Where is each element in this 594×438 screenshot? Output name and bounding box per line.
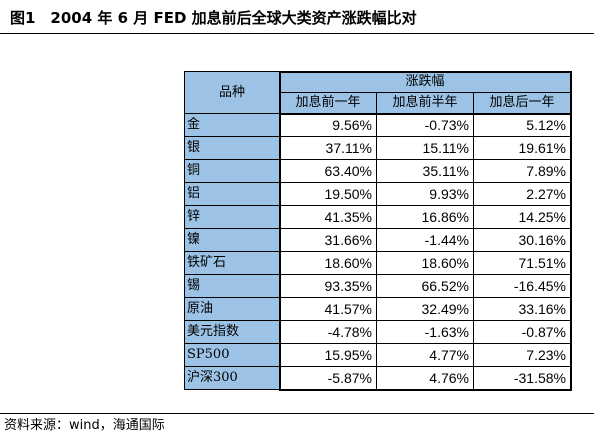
value-cell: 4.76%: [376, 366, 474, 390]
value-cell: 7.89%: [473, 159, 571, 183]
corner-header: 品种: [184, 71, 280, 114]
value-cell: 14.25%: [473, 205, 571, 229]
value-cell: 5.12%: [473, 113, 571, 137]
value-cell: 9.93%: [376, 182, 474, 206]
asset-name-cell: 沪深300: [184, 366, 280, 390]
value-cell: 71.51%: [473, 251, 571, 275]
value-cell: 32.49%: [376, 297, 474, 321]
col-header: 加息后一年: [473, 92, 571, 114]
value-cell: -31.58%: [473, 366, 571, 390]
table-row: 镍 31.66% -1.44% 30.16%: [184, 228, 571, 252]
table-row: 铁矿石 18.60% 18.60% 71.51%: [184, 251, 571, 275]
value-cell: 93.35%: [279, 274, 377, 298]
value-cell: 7.23%: [473, 343, 571, 367]
value-cell: 15.11%: [376, 136, 474, 160]
value-cell: 30.16%: [473, 228, 571, 252]
value-cell: 18.60%: [279, 251, 377, 275]
value-cell: -16.45%: [473, 274, 571, 298]
asset-name-cell: 铝: [184, 182, 280, 206]
value-cell: -1.44%: [376, 228, 474, 252]
value-cell: 19.50%: [279, 182, 377, 206]
table-row: 铝 19.50% 9.93% 2.27%: [184, 182, 571, 206]
col-header: 加息前半年: [376, 92, 474, 114]
table-row: 银 37.11% 15.11% 19.61%: [184, 136, 571, 160]
value-cell: 66.52%: [376, 274, 474, 298]
source-note: 资料来源：wind，海通国际: [4, 418, 165, 433]
header-row-2: 加息前一年 加息前半年 加息后一年: [185, 92, 571, 114]
value-cell: 4.77%: [376, 343, 474, 367]
figure-title: 图1 2004 年 6 月 FED 加息前后全球大类资产涨跌幅比对: [10, 9, 417, 27]
value-cell: 41.35%: [279, 205, 377, 229]
asset-name-cell: 锌: [184, 205, 280, 229]
table-row: 原油 41.57% 32.49% 33.16%: [184, 297, 571, 321]
value-cell: 41.57%: [279, 297, 377, 321]
value-cell: 35.11%: [376, 159, 474, 183]
asset-name-cell: 原油: [184, 297, 280, 321]
value-cell: -4.78%: [279, 320, 377, 344]
value-cell: -1.63%: [376, 320, 474, 344]
value-cell: 19.61%: [473, 136, 571, 160]
value-cell: 15.95%: [279, 343, 377, 367]
group-header: 涨跌幅: [279, 71, 571, 93]
value-cell: -5.87%: [279, 366, 377, 390]
value-cell: 33.16%: [473, 297, 571, 321]
table-row: 沪深300 -5.87% 4.76% -31.58%: [184, 366, 571, 390]
value-cell: 9.56%: [279, 113, 377, 137]
asset-name-cell: 美元指数: [184, 320, 280, 344]
value-cell: 63.40%: [279, 159, 377, 183]
title-divider: [0, 33, 594, 34]
comparison-table: 品种 涨跌幅 加息前一年 加息前半年 加息后一年 金 9.56% -0.73% 5.1…: [184, 71, 571, 390]
table-row: 铜 63.40% 35.11% 7.89%: [184, 159, 571, 183]
table-row: 锡 93.35% 66.52% -16.45%: [184, 274, 571, 298]
asset-name-cell: 银: [184, 136, 280, 160]
asset-name-cell: 铁矿石: [184, 251, 280, 275]
col-header: 加息前一年: [279, 92, 377, 114]
value-cell: 18.60%: [376, 251, 474, 275]
value-cell: 16.86%: [376, 205, 474, 229]
asset-name-cell: 镍: [184, 228, 280, 252]
asset-name-cell: 金: [184, 113, 280, 137]
asset-name-cell: 铜: [184, 159, 280, 183]
asset-name-cell: 锡: [184, 274, 280, 298]
table-row: 美元指数 -4.78% -1.63% -0.87%: [184, 320, 571, 344]
table-row: SP500 15.95% 4.77% 7.23%: [184, 343, 571, 367]
value-cell: -0.87%: [473, 320, 571, 344]
value-cell: 2.27%: [473, 182, 571, 206]
value-cell: 37.11%: [279, 136, 377, 160]
table-row: 锌 41.35% 16.86% 14.25%: [184, 205, 571, 229]
source-divider: [0, 413, 594, 414]
table-row: 金 9.56% -0.73% 5.12%: [184, 113, 571, 137]
value-cell: 31.66%: [279, 228, 377, 252]
value-cell: -0.73%: [376, 113, 474, 137]
header-row-1: 品种 涨跌幅: [184, 71, 571, 114]
asset-name-cell: SP500: [184, 343, 280, 367]
